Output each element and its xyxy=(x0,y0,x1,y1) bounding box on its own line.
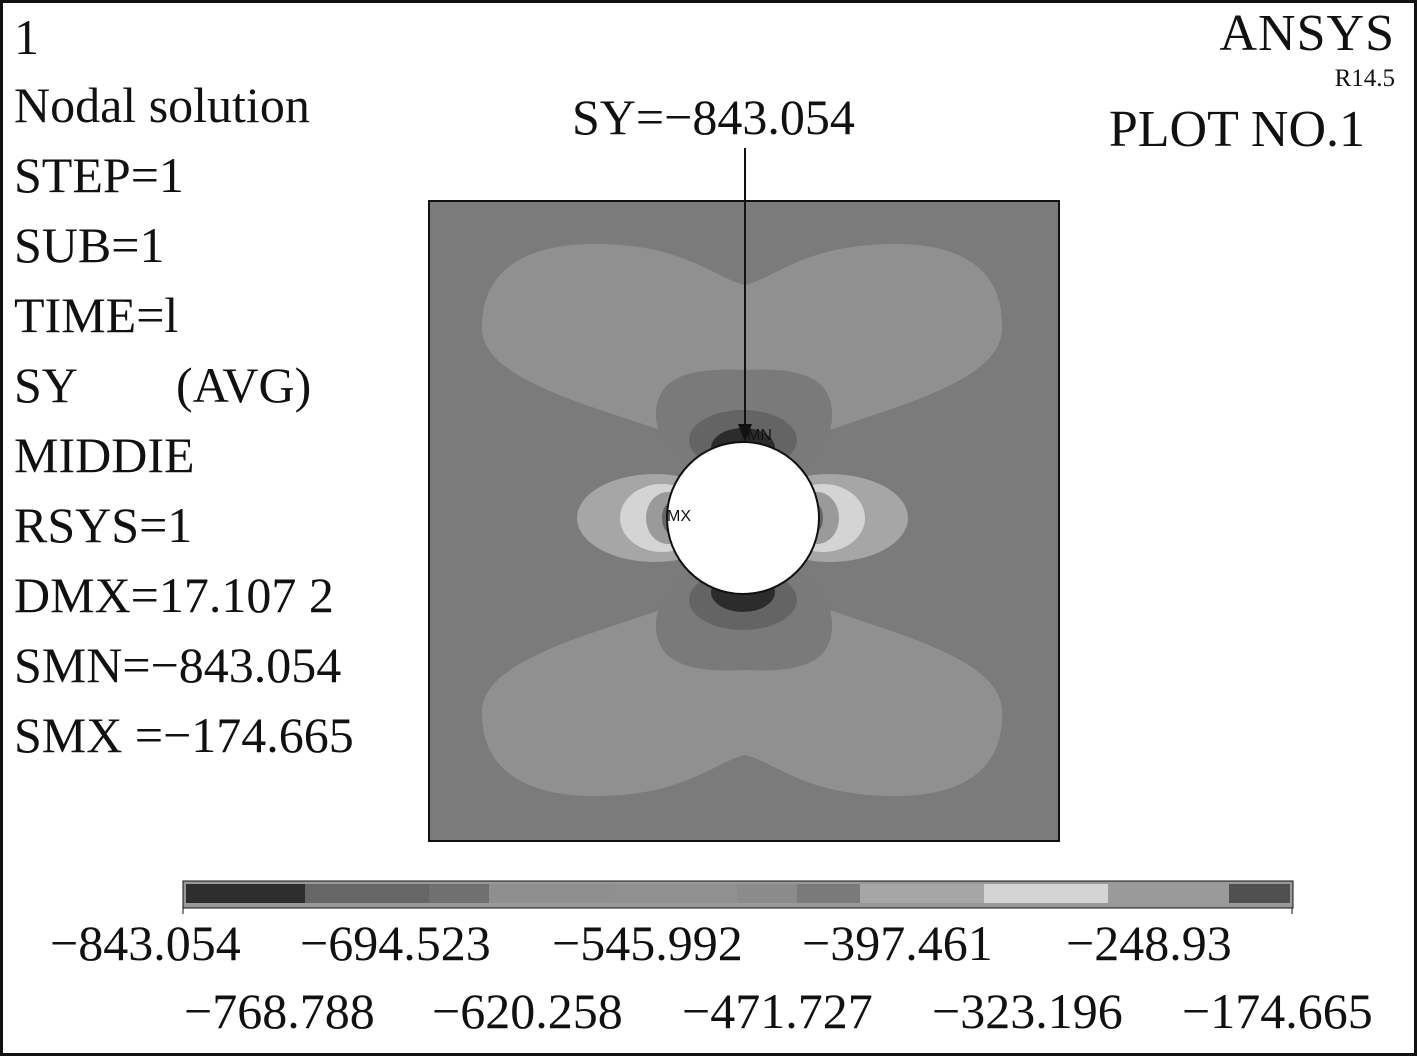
info-line-layer: MIDDIE xyxy=(14,427,195,483)
legend-band-9 xyxy=(984,884,1108,903)
legend-value-top-1: −843.054 xyxy=(50,915,241,971)
legend-band-7 xyxy=(797,884,860,903)
callout-label: SY=−843.054 xyxy=(572,89,855,145)
version-label: R14.5 xyxy=(1334,65,1395,92)
legend-value-bottom-5: −174.665 xyxy=(1182,983,1373,1039)
info-line-result: SY (AVG) xyxy=(14,357,312,413)
legend-band-11 xyxy=(1229,884,1290,903)
brand-logo: ANSYS xyxy=(1219,5,1395,62)
legend-band-5 xyxy=(613,884,737,903)
info-line-step: STEP=1 xyxy=(14,147,184,203)
callout-arrowhead xyxy=(738,424,752,442)
info-line-smx: SMX =−174.665 xyxy=(14,707,354,763)
legend-value-bottom-3: −471.727 xyxy=(682,983,873,1039)
info-line-dmx: DMX=17.107 2 xyxy=(14,567,334,623)
legend-band-4 xyxy=(489,884,613,903)
legend-value-top-5: −248.93 xyxy=(1066,915,1232,971)
info-line-rsys: RSYS=1 xyxy=(14,497,193,553)
max-marker-label: MX xyxy=(667,508,691,525)
legend-band-1 xyxy=(186,884,305,903)
legend-color-bar xyxy=(182,880,1294,914)
min-marker-label: MN xyxy=(747,427,772,444)
legend-value-bottom-2: −620.258 xyxy=(432,983,623,1039)
plot-number: PLOT NO.1 xyxy=(1108,101,1365,158)
window-number: 1 xyxy=(14,9,39,65)
legend-value-top-3: −545.992 xyxy=(552,915,743,971)
info-line-title: Nodal solution xyxy=(14,77,310,133)
info-line-sub: SUB=1 xyxy=(14,217,165,273)
legend-band-10 xyxy=(1108,884,1229,903)
info-line-smn: SMN=−843.054 xyxy=(14,637,342,693)
contour-bands xyxy=(429,201,1059,841)
upper-lobe-band xyxy=(481,243,1003,478)
lower-lobe-band xyxy=(481,560,1003,797)
legend-value-top-4: −397.461 xyxy=(802,915,993,971)
legend-band-2 xyxy=(305,884,429,903)
plate-hole xyxy=(666,441,820,595)
legend-band-6 xyxy=(737,884,797,903)
legend-band-3 xyxy=(429,884,489,903)
legend-band-8 xyxy=(860,884,984,903)
legend-value-top-2: −694.523 xyxy=(300,915,491,971)
legend-value-bottom-1: −768.788 xyxy=(184,983,375,1039)
info-line-time: TIME=l xyxy=(14,287,179,343)
legend-value-bottom-4: −323.196 xyxy=(932,983,1123,1039)
